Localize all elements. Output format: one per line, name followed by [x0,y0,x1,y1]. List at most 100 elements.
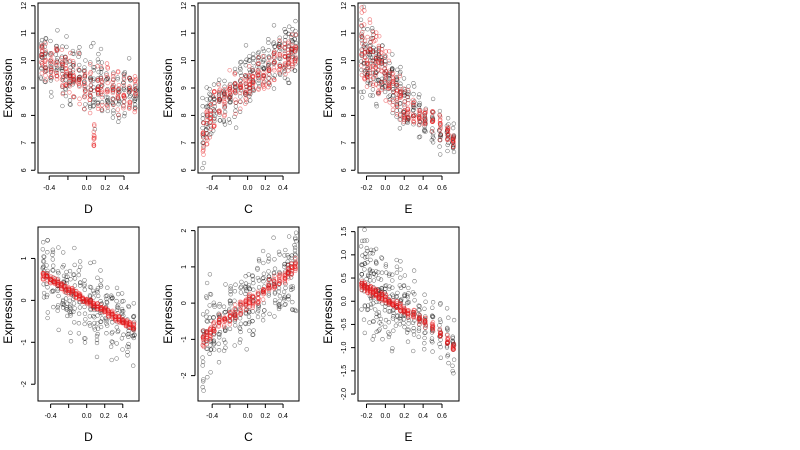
fitted-point [411,97,416,103]
observed-point [394,294,399,300]
fitted-point [373,38,378,43]
observed-point [368,302,374,307]
fitted-point [365,71,370,77]
observed-point [387,93,393,98]
observed-point [201,160,207,166]
observed-point [437,323,442,328]
observed-point [256,257,262,262]
observed-point [68,330,73,335]
observed-point [78,264,83,270]
observed-point [286,297,291,302]
observed-point [283,302,288,307]
observed-point [277,252,282,257]
y-tick-label: 0.0 [341,296,348,306]
observed-point [406,300,412,305]
fitted-point [87,62,93,67]
fitted-point [362,282,367,288]
observed-point [412,298,417,303]
observed-point [40,266,45,271]
fitted-point [437,117,443,122]
observed-point [201,379,206,384]
fitted-point [116,82,122,88]
observed-point [379,255,384,260]
observed-point [71,309,76,314]
fitted-point [49,74,54,80]
y-tick-label: 10 [341,57,348,65]
fitted-point [227,86,232,92]
observed-point [114,325,119,330]
fitted-point [246,72,252,78]
observed-point [94,354,100,360]
fitted-point [430,109,436,115]
observed-point [416,303,421,308]
observed-point [266,274,272,279]
y-tick-label: -2.0 [341,388,348,400]
observed-point [260,46,266,51]
observed-point [368,247,374,253]
observed-point [88,60,93,65]
observed-point [77,305,83,310]
fitted-point [88,87,94,93]
fitted-point [445,336,450,341]
y-tick-label: 0.5 [341,273,348,283]
fitted-point [383,76,389,81]
fitted-point [272,273,277,279]
observed-point [200,363,205,368]
observed-point [271,23,277,28]
fitted-point [238,312,243,317]
fitted-point [71,94,76,99]
fitted-point [422,318,427,323]
observed-point [227,298,233,303]
fitted-point [255,61,261,67]
fitted-point [450,344,456,349]
observed-point [430,314,436,319]
fitted-point [255,295,260,301]
y-tick-label: 6 [181,168,188,172]
x-axis-title: D [84,430,93,444]
observed-point [373,307,378,312]
fitted-point [261,289,266,295]
observed-point [374,261,379,266]
observed-point [115,77,120,82]
observed-point [390,110,395,116]
fitted-point [67,67,73,73]
fitted-point [376,33,382,39]
observed-point [56,293,61,299]
observed-point [359,307,364,312]
y-axis-title: Expression [321,284,335,343]
observed-point [251,332,256,337]
observed-point [246,272,251,277]
observed-point [272,257,277,262]
observed-point [451,149,457,155]
observed-point [204,295,209,301]
observed-point [386,309,391,314]
observed-point [45,292,50,298]
fitted-point [394,104,400,109]
fitted-point [362,44,367,50]
fitted-point [445,335,451,341]
fitted-point [271,276,276,282]
fitted-point [437,331,443,336]
observed-point [374,314,379,320]
observed-point [358,244,364,249]
observed-point [243,321,248,326]
fitted-point [365,34,370,40]
y-tick-label: -0.5 [341,318,348,330]
observed-point [387,271,392,277]
y-tick-label: 12 [341,2,348,10]
observed-point [69,309,74,314]
fitted-point [76,67,81,72]
fitted-point [88,78,93,83]
y-tick-label: 1.0 [341,250,348,260]
observed-point [437,317,443,322]
fitted-point [222,104,227,110]
fitted-point [437,137,443,143]
observed-point [92,97,97,102]
fitted-point [277,276,282,282]
observed-point [255,267,260,272]
observed-point [232,289,238,294]
observed-point [200,133,205,138]
plot-frame [357,226,460,402]
observed-point [122,87,127,92]
